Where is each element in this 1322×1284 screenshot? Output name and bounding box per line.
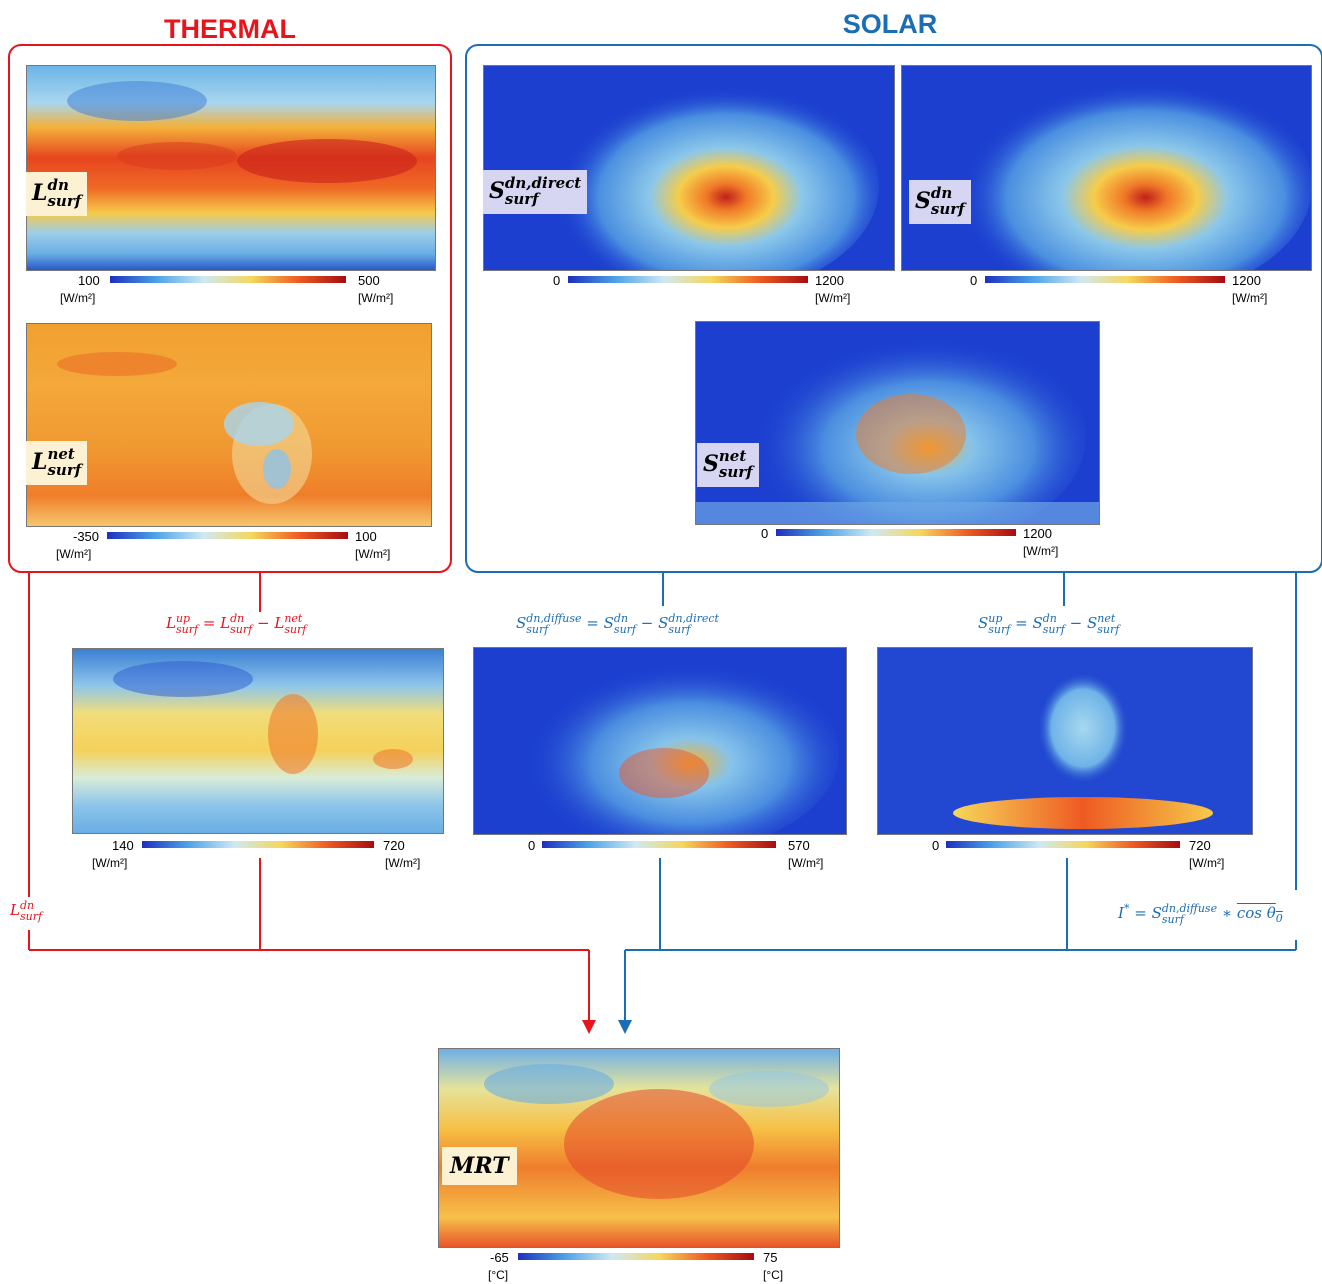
cbar-l-net-max: 100 (355, 529, 377, 544)
cbar-l-dn (110, 276, 346, 283)
cbar-l-dn-min: 100 (78, 273, 100, 288)
unit-l-dn-left: [W/m²] (60, 291, 96, 305)
cbar-l-up (142, 841, 374, 848)
solar-box (465, 44, 1322, 573)
thermal-box (8, 44, 452, 573)
unit-l-net-right: [W/m²] (355, 547, 391, 561)
map-s-dn (901, 65, 1312, 271)
label-mrt: MRT (442, 1147, 517, 1185)
cbar-l-net (107, 532, 348, 539)
unit-s-dn-right: [W/m²] (1232, 291, 1268, 305)
cbar-l-up-max: 720 (383, 838, 405, 853)
map-l-net (26, 323, 432, 527)
cbar-s-dn (985, 276, 1225, 283)
unit-l-dn-right: [W/m²] (358, 291, 394, 305)
cbar-l-dn-max: 500 (358, 273, 380, 288)
cbar-s-up-max: 720 (1189, 838, 1211, 853)
cbar-s-net (776, 529, 1016, 536)
unit-s-net-right: [W/m²] (1023, 544, 1059, 558)
unit-s-diffuse-right: [W/m²] (788, 856, 824, 870)
cbar-s-dn-max: 1200 (1232, 273, 1261, 288)
unit-s-up-right: [W/m²] (1189, 856, 1225, 870)
unit-mrt-right: [°C] (763, 1268, 784, 1282)
cbar-s-diffuse (542, 841, 776, 848)
unit-mrt-left: [°C] (488, 1268, 509, 1282)
cbar-mrt-max: 75 (763, 1250, 778, 1265)
cbar-s-dn-min: 0 (970, 273, 978, 288)
cbar-s-diffuse-max: 570 (788, 838, 810, 853)
unit-l-up-right: [W/m²] (385, 856, 421, 870)
cbar-s-net-min: 0 (761, 526, 769, 541)
cbar-s-up-min: 0 (932, 838, 940, 853)
thermal-title: THERMAL (164, 14, 296, 44)
cbar-s-direct-min: 0 (553, 273, 561, 288)
cbar-mrt-min: -65 (490, 1250, 509, 1265)
unit-l-net-left: [W/m²] (56, 547, 92, 561)
map-s-dn-direct (483, 65, 895, 271)
cbar-l-up-min: 140 (112, 838, 134, 853)
solar-title: SOLAR (842, 9, 938, 39)
cbar-s-direct-max: 1200 (815, 273, 844, 288)
map-l-dn (26, 65, 436, 271)
map-s-diffuse (473, 647, 847, 835)
unit-s-direct-right: [W/m²] (815, 291, 851, 305)
cbar-s-direct (568, 276, 808, 283)
cbar-s-up (946, 841, 1180, 848)
cbar-s-diffuse-min: 0 (528, 838, 536, 853)
cbar-s-net-max: 1200 (1023, 526, 1052, 541)
cbar-mrt (518, 1253, 754, 1260)
map-l-up (72, 648, 444, 834)
map-mrt (438, 1048, 840, 1248)
cbar-l-net-min: -350 (73, 529, 100, 544)
map-s-net (695, 321, 1100, 525)
unit-l-up-left: [W/m²] (92, 856, 128, 870)
map-s-up (877, 647, 1253, 835)
